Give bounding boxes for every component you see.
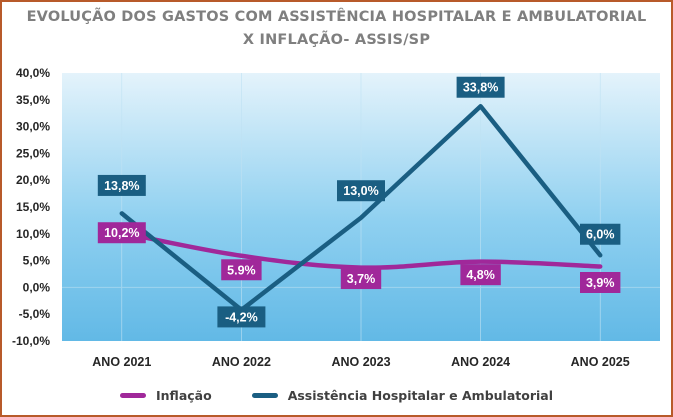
legend-swatch-assistencia (251, 392, 278, 398)
x-tick-label: ANO 2021 (92, 355, 151, 369)
y-tick-label: 10,0% (16, 227, 50, 241)
data-label-assistencia-box (337, 180, 385, 202)
y-tick-label: 15,0% (16, 200, 50, 214)
y-tick-label: 25,0% (16, 146, 50, 160)
y-tick-label: 0,0% (23, 280, 51, 294)
legend-label-inflacao: Inflação (156, 387, 212, 403)
x-tick-label: ANO 2023 (331, 355, 390, 369)
y-tick-label: 5,0% (23, 254, 51, 268)
y-tick-label: 20,0% (16, 173, 50, 187)
x-tick-label: ANO 2022 (212, 355, 271, 369)
x-tick-label: ANO 2025 (571, 355, 630, 369)
data-label-inflacao-box (340, 268, 382, 290)
legend-label-assistencia: Assistência Hospitalar e Ambulatorial (287, 387, 553, 403)
data-label-assistencia-box (97, 174, 146, 196)
data-label-assistencia: 6,0% (586, 228, 615, 242)
data-label-assistencia: 33,8% (463, 81, 498, 95)
data-label-assistencia: -4,2% (225, 310, 258, 324)
data-label-inflacao-box (97, 222, 146, 244)
data-label-inflacao-box (460, 264, 501, 286)
data-label-assistencia-box (217, 306, 266, 328)
y-tick-label: -10,0% (12, 334, 50, 348)
data-label-inflacao: 3,7% (347, 272, 376, 286)
data-label-inflacao: 5.9% (227, 263, 256, 277)
y-tick-label: -5,0% (19, 307, 51, 321)
data-label-assistencia-box (456, 76, 505, 98)
y-tick-label: 40,0% (16, 66, 50, 80)
y-tick-label: 35,0% (16, 93, 50, 107)
series-line-assistencia (119, 103, 603, 313)
x-tick-label: ANO 2024 (451, 355, 510, 369)
data-label-assistencia: 13,8% (104, 179, 139, 193)
data-label-inflacao: 4,8% (466, 268, 495, 282)
data-label-inflacao-box (580, 271, 621, 293)
series-line-inflacao (119, 230, 603, 270)
y-tick-label: 30,0% (16, 120, 50, 134)
legend-item-inflacao: Inflação (120, 388, 212, 403)
data-label-inflacao: 3,9% (586, 276, 615, 290)
chart-title-line-2: X INFLAÇÃO- ASSIS/SP (242, 32, 431, 48)
data-label-assistencia-box (580, 223, 621, 245)
legend-item-assistencia: Assistência Hospitalar e Ambulatorial (251, 387, 553, 403)
chart-title-line-1: EVOLUÇÃO DOS GASTOS COM ASSISTÊNCIA HOSP… (26, 9, 647, 25)
data-label-inflacao-box (221, 259, 262, 281)
data-label-assistencia: 13,0% (343, 184, 378, 198)
data-label-inflacao: 10,2% (104, 226, 139, 240)
legend: Inflação Assistência Hospitalar e Ambula… (0, 385, 673, 405)
legend-swatch-inflacao (120, 392, 146, 398)
chart-title: EVOLUÇÃO DOS GASTOS COM ASSISTÊNCIA HOSP… (0, 6, 673, 52)
